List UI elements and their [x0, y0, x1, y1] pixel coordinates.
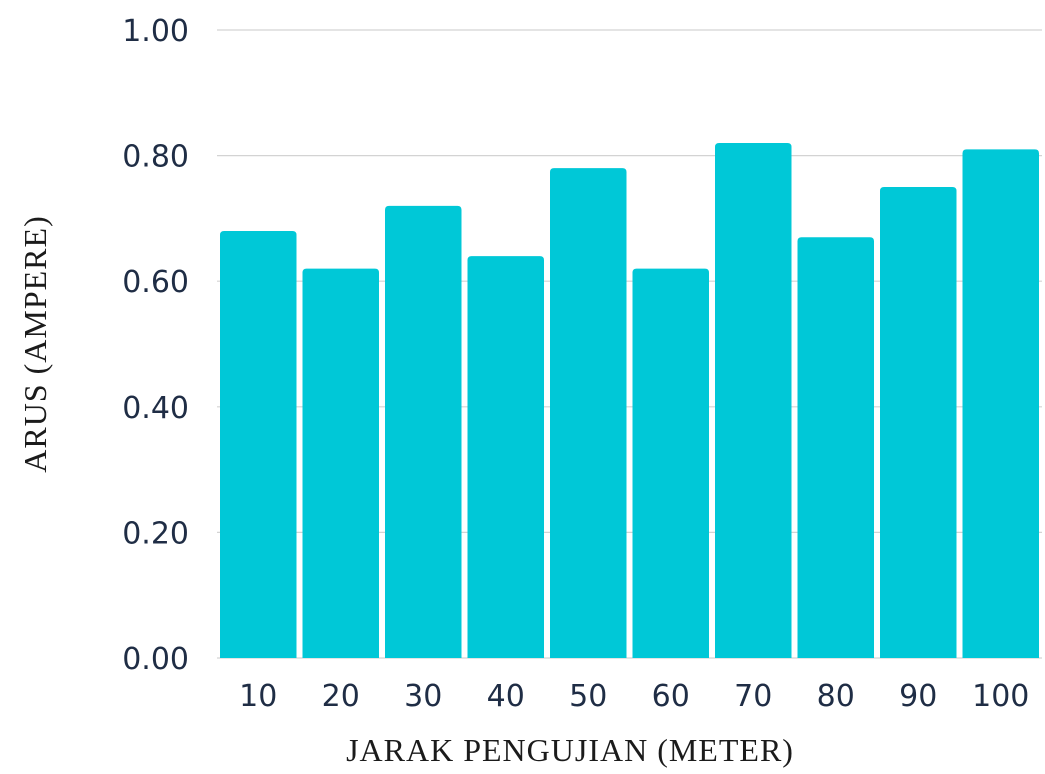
x-tick-label: 40 — [487, 679, 525, 714]
y-tick-label: 0.20 — [122, 516, 189, 551]
x-tick-label: 80 — [817, 679, 855, 714]
y-tick-label: 1.00 — [122, 14, 189, 49]
bar-20 — [302, 268, 379, 658]
y-axis-ticks: 0.00 0.20 0.40 0.60 0.80 1.00 — [122, 14, 189, 677]
bar-100 — [962, 149, 1039, 658]
x-tick-label: 50 — [569, 679, 607, 714]
bars — [220, 143, 1039, 659]
bar-50 — [550, 168, 627, 658]
bar-60 — [632, 268, 709, 658]
y-tick-label: 0.80 — [122, 140, 189, 175]
x-axis-title: JARAK PENGUJIAN (METER) — [346, 732, 794, 768]
y-tick-label: 0.40 — [122, 391, 189, 426]
x-tick-label: 100 — [972, 679, 1029, 714]
x-tick-label: 10 — [239, 679, 277, 714]
x-tick-label: 60 — [652, 679, 690, 714]
bar-40 — [467, 256, 544, 658]
x-axis-ticks: 10 20 30 40 50 60 70 80 90 100 — [239, 679, 1029, 714]
bar-80 — [797, 237, 874, 659]
y-tick-label: 0.60 — [122, 265, 189, 300]
x-tick-label: 20 — [322, 679, 360, 714]
x-tick-label: 70 — [734, 679, 772, 714]
x-tick-label: 90 — [899, 679, 937, 714]
y-axis-title: ARUS (AMPERE) — [17, 215, 53, 472]
bar-70 — [715, 143, 792, 659]
bar-10 — [220, 230, 297, 658]
bar-30 — [385, 205, 462, 658]
x-tick-label: 30 — [404, 679, 442, 714]
bar-90 — [880, 187, 957, 658]
y-tick-label: 0.00 — [122, 642, 189, 677]
